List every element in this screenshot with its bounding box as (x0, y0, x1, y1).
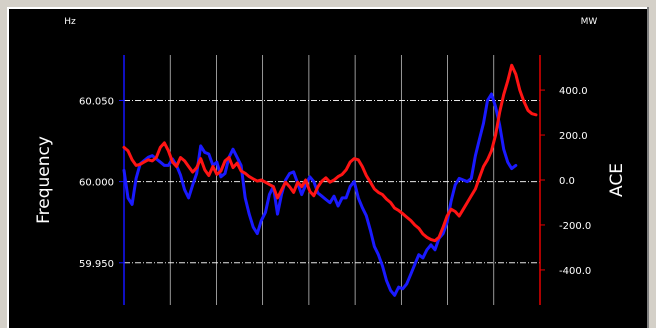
window-right-shadow (647, 7, 649, 328)
right-tick-label: -200.0 (559, 221, 591, 232)
right-tick-label: 0.0 (559, 176, 575, 187)
left-axis-title: Frequency (34, 136, 54, 224)
left-tick-label: 60.000 (79, 178, 114, 189)
right-tick-label: 400.0 (559, 86, 588, 97)
right-axis-ticks: 400.0 200.0 0.0 -200.0 -400.0 (540, 86, 591, 277)
ace-series-line (122, 63, 538, 243)
right-axis-unit: MW (581, 17, 598, 27)
left-tick-label: 59.950 (79, 259, 114, 270)
window-left-highlight (7, 7, 9, 328)
window-top-highlight (7, 7, 649, 9)
right-tick-label: 200.0 (559, 131, 588, 142)
right-axis-title: ACE (607, 163, 627, 197)
window-top-border (0, 0, 656, 7)
left-tick-label: 60.050 (79, 96, 114, 107)
left-axis-ticks: 60.050 60.000 59.950 (79, 96, 124, 270)
right-tick-label: -400.0 (559, 266, 591, 277)
frequency-series-line (122, 92, 518, 297)
left-axis-unit: Hz (64, 17, 76, 27)
